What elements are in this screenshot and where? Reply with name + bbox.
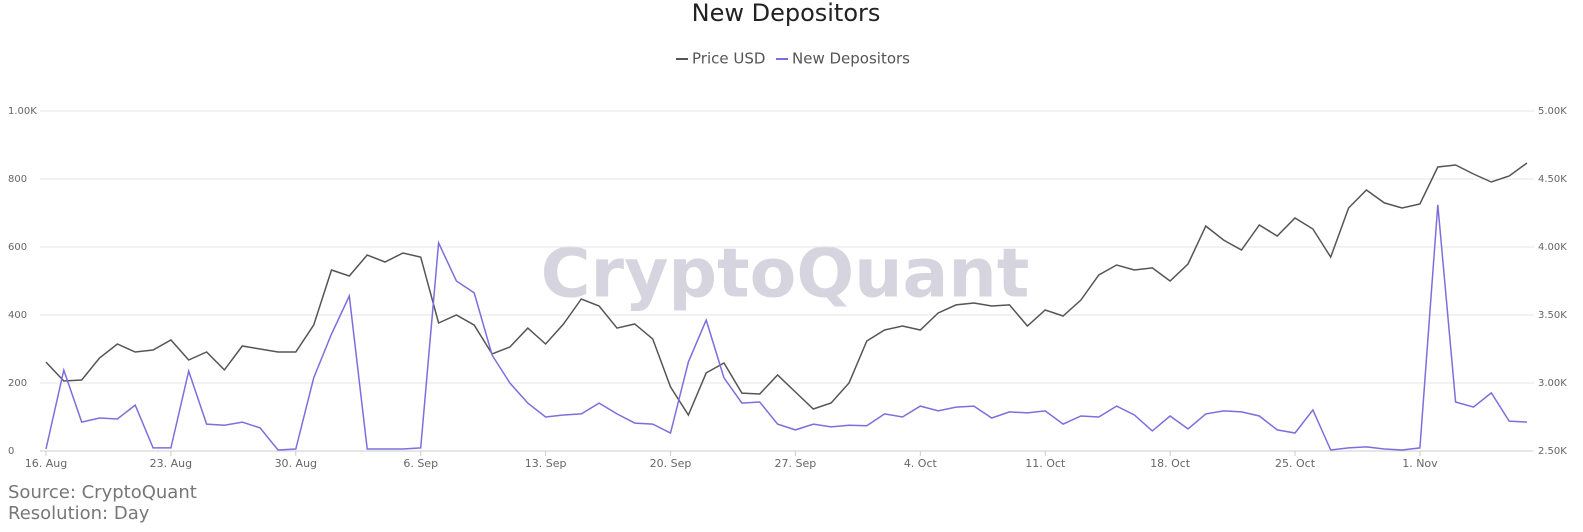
y2-tick-label: 5.00K (1538, 106, 1567, 117)
y2-tick-label: 2.50K (1538, 446, 1567, 457)
chart-title: New Depositors (692, 0, 881, 27)
y-tick-label: 400 (8, 310, 27, 321)
y-tick-label: 1.00K (8, 106, 37, 117)
x-tick-label: 30. Aug (275, 457, 317, 470)
x-tick-label: 1. Nov (1402, 457, 1438, 470)
source: Source: CryptoQuant (8, 482, 197, 503)
y-tick-label: 0 (8, 446, 14, 457)
y-tick-label: 200 (8, 378, 27, 389)
series-line (45, 162, 1528, 417)
x-tick-label: 23. Aug (150, 457, 192, 470)
x-tick-label: 13. Sep (525, 457, 567, 470)
x-tick-label: 27. Sep (775, 457, 817, 470)
y2-tick-label: 3.00K (1538, 378, 1567, 389)
x-tick-label: 16. Aug (25, 457, 67, 470)
y-tick-label: 800 (8, 174, 27, 185)
x-tick-label: 18. Oct (1150, 457, 1191, 470)
x-tick-label: 20. Sep (650, 457, 692, 470)
legend-label: New Depositors (792, 50, 910, 68)
series-line (45, 204, 1528, 451)
y-tick-label: 600 (8, 242, 27, 253)
watermark: CryptoQuant (541, 235, 1030, 314)
resolution: Resolution: Day (8, 503, 150, 524)
y2-tick-label: 3.50K (1538, 310, 1567, 321)
x-tick-label: 6. Sep (403, 457, 438, 470)
x-tick-label: 4. Oct (904, 457, 938, 470)
y2-tick-label: 4.50K (1538, 174, 1567, 185)
x-tick-label: 25. Oct (1275, 457, 1316, 470)
x-tick-label: 11. Oct (1025, 457, 1066, 470)
legend-label: Price USD (692, 50, 765, 68)
y2-tick-label: 4.00K (1538, 242, 1567, 253)
